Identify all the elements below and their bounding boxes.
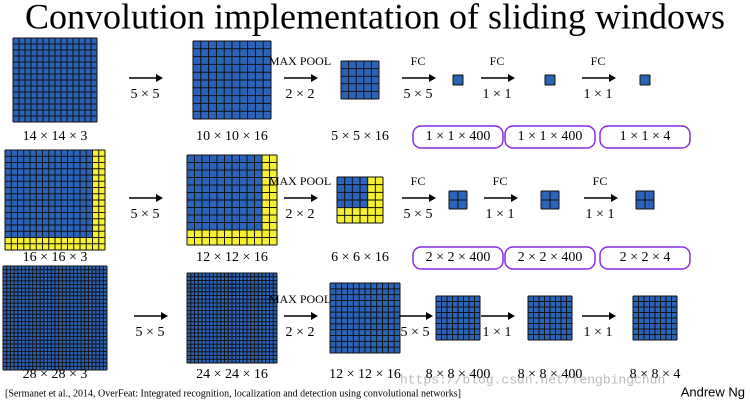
author: Andrew Ng (681, 384, 745, 399)
arrow-head (161, 312, 168, 320)
op-label: FC (411, 174, 426, 188)
arrow-head (429, 74, 436, 82)
stage-label: 1 × 1 × 400 (518, 129, 583, 144)
arrow-head (156, 194, 163, 202)
annotation-box (504, 246, 596, 270)
stage-label: 2 × 2 × 4 (620, 250, 671, 265)
arrow-head (429, 194, 436, 202)
annotation-box (504, 125, 596, 149)
op-label: MAX POOL (269, 174, 331, 188)
op-label: MAX POOL (269, 54, 331, 68)
stage-label: 8 × 8 × 4 (630, 367, 681, 382)
op-label: FC (490, 54, 505, 68)
op-size: 1 × 1 (486, 207, 515, 222)
op-size: 5 × 5 (131, 207, 160, 222)
annotation-box (412, 246, 504, 270)
stage-label: 1 × 1 × 4 (620, 129, 671, 144)
stage-label: 6 × 6 × 16 (331, 250, 389, 265)
watermark: https://blog.csdn.net/fengbingchun (400, 372, 665, 387)
stage-label: 12 × 12 × 16 (196, 250, 268, 265)
grid-fill (640, 75, 650, 85)
stage-label: 16 × 16 × 3 (23, 250, 88, 265)
arrow-head (311, 74, 318, 82)
op-size: 1 × 1 (483, 87, 512, 102)
op-size: 2 × 2 (286, 325, 315, 340)
arrow-head (609, 312, 616, 320)
op-label: FC (411, 54, 426, 68)
op-size: 1 × 1 (584, 87, 613, 102)
arrow-head (508, 74, 515, 82)
op-size: 1 × 1 (584, 325, 613, 340)
op-size: 1 × 1 (586, 207, 615, 222)
arrow-head (508, 312, 515, 320)
arrow-head (311, 194, 318, 202)
op-size: 1 × 1 (483, 325, 512, 340)
stage-label: 2 × 2 × 400 (426, 250, 491, 265)
annotation-box (412, 125, 504, 149)
stage-label: 14 × 14 × 3 (23, 129, 88, 144)
stage-label: 28 × 28 × 3 (23, 367, 88, 382)
grid-fill (341, 61, 379, 99)
arrow-head (156, 74, 163, 82)
arrow-head (511, 194, 518, 202)
grid-fill (453, 75, 463, 85)
op-size: 5 × 5 (401, 325, 430, 340)
arrow-head (426, 312, 433, 320)
stage-label: 8 × 8 × 400 (426, 367, 491, 382)
op-label: FC (593, 174, 608, 188)
grid-fill (545, 75, 555, 85)
citation: [Sermanet et al., 2014, OverFeat: Integr… (5, 388, 461, 399)
op-size: 2 × 2 (286, 87, 315, 102)
op-size: 5 × 5 (136, 325, 165, 340)
op-label: MAX POOL (269, 292, 331, 306)
arrow-head (611, 194, 618, 202)
op-size: 5 × 5 (404, 87, 433, 102)
arrow-head (609, 74, 616, 82)
stage-label: 10 × 10 × 16 (196, 129, 268, 144)
annotation-box (599, 246, 691, 270)
op-size: 5 × 5 (131, 87, 160, 102)
stage-label: 2 × 2 × 400 (518, 250, 583, 265)
stage-label: 24 × 24 × 16 (196, 367, 268, 382)
stage-label: 1 × 1 × 400 (426, 129, 491, 144)
stage-label: 12 × 12 × 16 (329, 367, 401, 382)
stage-label: 8 × 8 × 400 (518, 367, 583, 382)
op-size: 2 × 2 (286, 207, 315, 222)
stage-label: 5 × 5 × 16 (331, 129, 389, 144)
op-label: FC (591, 54, 606, 68)
arrow-head (311, 312, 318, 320)
op-label: FC (493, 174, 508, 188)
title: Convolution implementation of sliding wi… (25, 0, 725, 36)
op-size: 5 × 5 (404, 207, 433, 222)
annotation-box (599, 125, 691, 149)
